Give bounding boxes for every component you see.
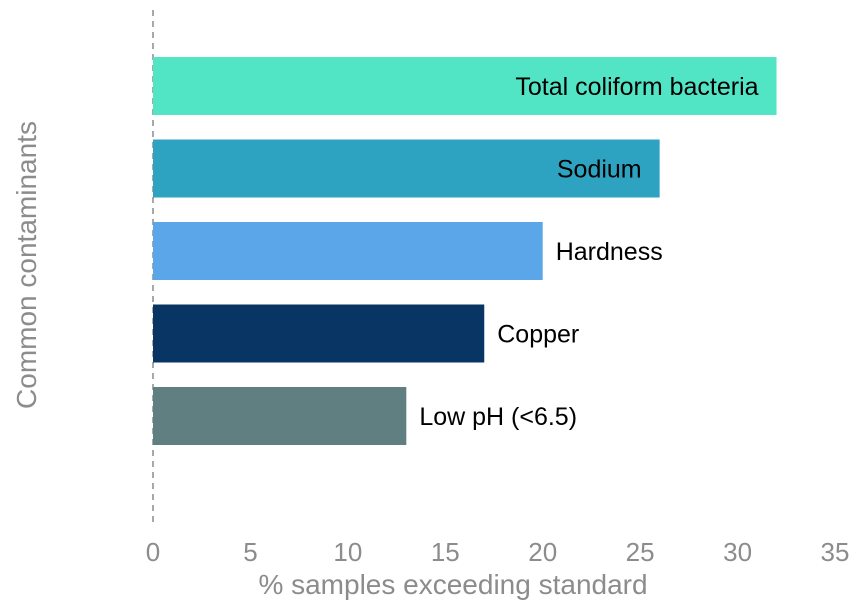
bar-label: Total coliform bacteria — [515, 73, 758, 101]
x-tick-label: 20 — [528, 537, 557, 567]
y-axis-title: Common contaminants — [11, 121, 42, 409]
bar — [153, 387, 407, 445]
x-tick-label: 5 — [243, 537, 257, 567]
bar — [153, 139, 660, 198]
x-tick-label: 15 — [431, 537, 460, 567]
bars-group — [153, 57, 777, 445]
x-axis-title: % samples exceeding standard — [258, 569, 647, 600]
bar — [153, 222, 543, 280]
x-tick-label: 35 — [821, 537, 850, 567]
bar — [153, 304, 485, 363]
bar-label: Sodium — [557, 156, 642, 184]
x-tick-label: 25 — [626, 537, 655, 567]
x-tick-labels: 0 5 10 15 20 25 30 35 — [146, 537, 850, 567]
bar-labels-group: Total coliform bacteria Sodium Hardness Cop… — [419, 73, 758, 431]
x-tick-label: 0 — [146, 537, 160, 567]
bar-label: Hardness — [556, 238, 663, 266]
bar-label: Low pH (<6.5) — [419, 403, 577, 431]
bar — [153, 57, 777, 115]
x-tick-label: 10 — [333, 537, 362, 567]
x-tick-label: 30 — [723, 537, 752, 567]
bar-label: Copper — [497, 321, 579, 349]
